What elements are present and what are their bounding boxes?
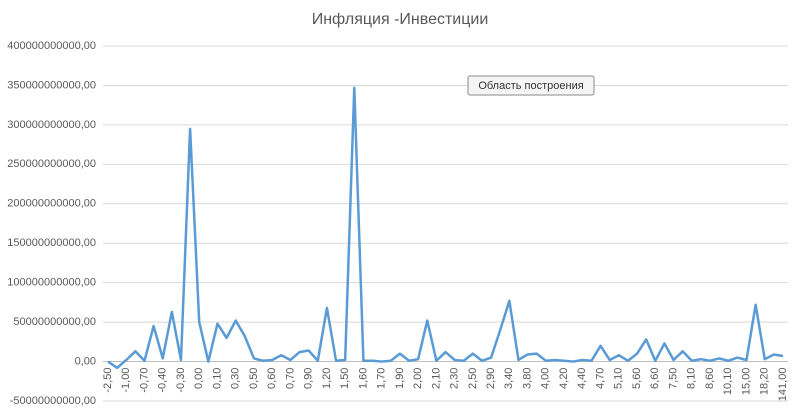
x-tick-label: 0,60 <box>266 368 278 389</box>
x-tick-label: 1,20 <box>321 368 333 389</box>
x-tick-label: 4,00 <box>540 368 552 389</box>
tooltip-box <box>467 75 595 96</box>
x-tick-label: 2,00 <box>412 368 424 389</box>
x-tick-label: 1,90 <box>394 368 406 389</box>
y-tick-label: 300000000000,00 <box>7 119 96 131</box>
x-tick-label: 1,70 <box>376 368 388 389</box>
x-tick-label: -1,00 <box>120 368 132 393</box>
chart-title: Инфляция -Инвестиции <box>312 11 489 28</box>
x-tick-label: -0,30 <box>175 368 187 393</box>
tooltip: Область построения <box>478 80 583 92</box>
x-tick-label: 10,10 <box>722 368 734 396</box>
x-tick-label: 1,50 <box>339 368 351 389</box>
x-tick-label: 0,50 <box>248 368 260 389</box>
y-tick-label: -50000000000,00 <box>10 395 96 407</box>
x-tick-label: 8,10 <box>686 368 698 389</box>
x-tick-label: 4,70 <box>594 368 606 389</box>
x-tick-label: 0,10 <box>211 368 223 389</box>
y-tick-label: 250000000000,00 <box>7 158 96 170</box>
x-tick-label: -0,70 <box>138 368 150 393</box>
x-tick-label: 7,50 <box>667 368 679 389</box>
x-tick-label: 3,40 <box>503 368 515 389</box>
y-tick-label: 50000000000,00 <box>13 316 96 328</box>
x-tick-label: -2,50 <box>102 368 114 393</box>
x-tick-label: 2,10 <box>430 368 442 389</box>
x-tick-label: 2,50 <box>467 368 479 389</box>
y-tick-label: 100000000000,00 <box>7 277 96 289</box>
x-tick-label: 4,20 <box>558 368 570 389</box>
y-tick-label: 0,00 <box>75 355 96 367</box>
x-tick-label: 0,90 <box>303 368 315 389</box>
x-tick-label: 3,80 <box>522 368 534 389</box>
x-tick-label: 2,30 <box>449 368 461 389</box>
y-tick-label: 400000000000,00 <box>7 40 96 52</box>
x-tick-label: 8,60 <box>704 368 716 389</box>
x-tick-label: 4,40 <box>576 368 588 389</box>
y-tick-label: 350000000000,00 <box>7 79 96 91</box>
x-tick-label: 141,00 <box>777 368 789 402</box>
y-tick-label: 150000000000,00 <box>7 237 96 249</box>
x-tick-label: 2,90 <box>485 368 497 389</box>
x-tick-label: 1,60 <box>357 368 369 389</box>
series-line <box>107 86 784 370</box>
x-tick-label: 5,60 <box>631 368 643 389</box>
x-tick-label: 0,70 <box>284 368 296 389</box>
x-tick-label: -0,40 <box>157 368 169 393</box>
y-tick-label: 200000000000,00 <box>7 198 96 210</box>
x-tick-label: 0,30 <box>230 368 242 389</box>
plot-area: -50000000000,00 0,00 50000000000,00 1000000… <box>7 40 789 407</box>
x-tick-label: 0,00 <box>193 368 205 389</box>
x-tick-label: 15,00 <box>740 368 752 396</box>
x-tick-label: 5,10 <box>613 368 625 389</box>
x-tick-label: 18,20 <box>759 368 771 396</box>
x-tick-label: 6,60 <box>649 368 661 389</box>
